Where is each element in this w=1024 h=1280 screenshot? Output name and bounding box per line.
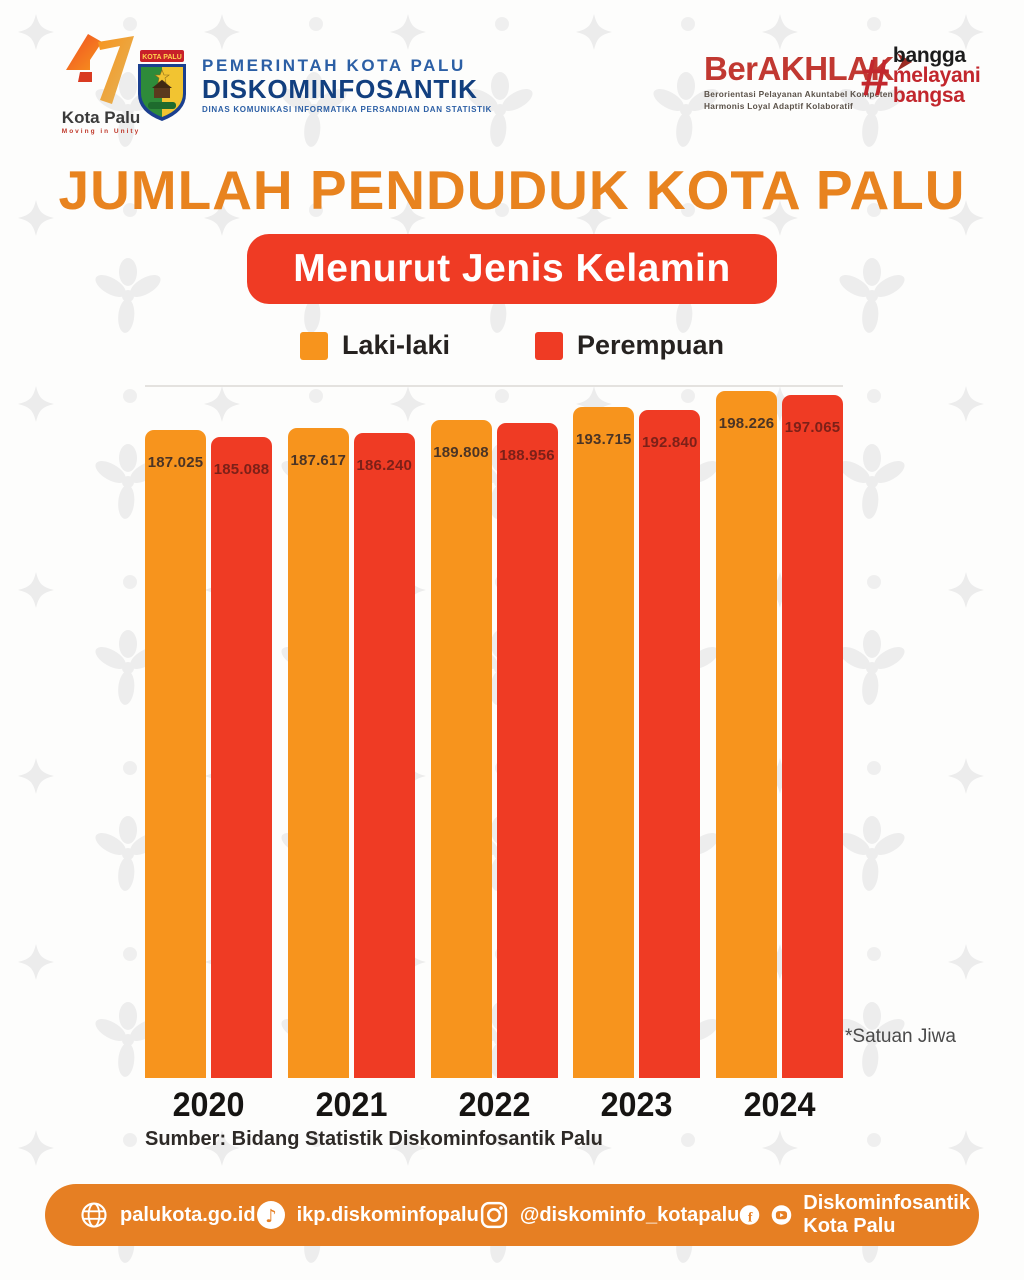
bar-laki-laki-2023: 193.715 [573,407,635,1078]
legend-label-perempuan: Perempuan [577,330,725,360]
social-media-footer-bar: palukota.go.id ♪ ikp.diskominfopalu @dis… [45,1184,979,1246]
footer-item-instagram[interactable]: @diskominfo_kotapalu [479,1200,740,1230]
footer-item-tiktok[interactable]: ♪ ikp.diskominfopalu [256,1200,479,1230]
svg-text:f: f [748,1210,753,1225]
bar-value-label: 198.226 [718,415,775,432]
bar-value-label: 189.808 [433,444,489,461]
bar-value-label: 185.088 [213,461,270,478]
legend-label-laki-laki: Laki-laki [341,330,450,360]
facebook-icon: f [740,1205,760,1225]
footer-instagram-text: @diskominfo_kotapalu [519,1203,740,1226]
footer-item-website[interactable]: palukota.go.id [79,1200,256,1230]
bar-perempuan-2023: 192.840 [639,410,701,1078]
svg-text:KOTA PALU: KOTA PALU [142,54,182,61]
city-logo-name: Kota Palu [61,108,141,127]
bangga-word-1: bangga [892,44,966,67]
svg-text:♪: ♪ [265,1206,277,1227]
city-logo-tagline: Moving in Unity [61,128,141,135]
footer-facebook-youtube-text: Diskominfosantik Kota Palu [803,1192,970,1237]
bar-chart-plot-area: 187.025 185.088 187.617 186.240 189.808 188.9… [145,385,843,1078]
footer-item-facebook-youtube[interactable]: f Diskominfosantik Kota Palu [739,1192,988,1238]
berakhlak-tagline-2: Harmonis Loyal Adaptif Kolaboratif [704,101,854,112]
tiktok-icon: ♪ [256,1201,285,1229]
youtube-icon [771,1205,792,1225]
x-axis-label-2020: 2020 [172,1086,245,1124]
bar-value-label: 187.025 [147,454,204,471]
bar-value-label: 193.715 [575,431,632,448]
bar-laki-laki-2020: 187.025 [145,430,206,1078]
bar-value-label: 197.065 [784,419,841,436]
bangga-word-2: melayani [892,63,981,87]
legend-swatch-perempuan [535,331,563,360]
anniversary-47-icon [66,34,134,104]
kota-palu-47-logo: Kota Palu Moving in Unity [46,30,156,135]
chevron-right-icon [896,53,912,71]
x-axis-label-2021: 2021 [315,1086,388,1124]
bar-group-2024: 198.226 197.065 [716,391,843,1078]
instagram-icon [480,1201,507,1229]
bar-group-2020: 187.025 185.088 [145,430,272,1078]
bar-group-2023: 193.715 192.840 [573,407,701,1078]
bar-perempuan-2022: 188.956 [496,423,558,1078]
bar-laki-laki-2024: 198.226 [716,391,777,1078]
data-source-caption: Sumber: Bidang Statistik Diskominfosanti… [145,1128,603,1150]
bangga-melayani-bangsa-logo: # bangga melayani bangsa [860,44,981,107]
bar-perempuan-2021: 186.240 [353,433,415,1078]
legend-swatch-laki-laki [299,331,328,360]
bar-laki-laki-2021: 187.617 [287,428,349,1078]
agency-header: PEMERINTAH KOTA PALU DISKOMINFOSANTIK DI… [202,56,492,115]
bar-value-label: 187.617 [290,452,347,469]
bar-value-label: 188.956 [499,447,555,464]
berakhlak-wordmark: BerAKHLAK [704,50,894,87]
bar-group-2021: 187.617 186.240 [287,428,415,1078]
berakhlak-tagline-1: Berorientasi Pelayanan Akuntabel Kompete… [704,89,894,99]
kota-palu-emblem: KOTA PALU [133,50,191,129]
agency-government-line: PEMERINTAH KOTA PALU [202,56,466,75]
x-axis-label-2023: 2023 [600,1086,673,1124]
bar-laki-laki-2022: 189.808 [430,420,492,1078]
footer-tiktok-text: ikp.diskominfopalu [296,1203,479,1226]
globe-icon [81,1202,107,1228]
legend-item-laki-laki: Laki-laki [299,330,450,361]
bar-value-label: 186.240 [356,457,413,474]
berakhlak-logo: BerAKHLAK Berorientasi Pelayanan Akuntab… [704,52,914,112]
x-axis-label-2022: 2022 [458,1086,530,1124]
legend-item-perempuan: Perempuan [535,330,724,361]
agency-name: DISKOMINFOSANTIK [202,74,478,105]
bar-perempuan-2024: 197.065 [782,395,843,1078]
footer-website-text: palukota.go.id [120,1203,256,1226]
chart-legend: Laki-laki Perempuan [0,330,1024,361]
x-axis-label-2024: 2024 [743,1086,816,1124]
unit-note: *Satuan Jiwa [845,1026,956,1047]
bar-group-2022: 189.808 188.956 [430,420,558,1078]
page-subtitle-badge: Menurut Jenis Kelamin [247,234,777,304]
hashtag-icon: # [860,48,889,107]
x-axis: 2020 2021 2022 2023 2024 [145,1086,843,1125]
agency-description: DINAS KOMUNIKASI INFORMATIKA PERSANDIAN … [202,105,493,115]
bar-value-label: 192.840 [641,434,698,451]
bangga-word-3: bangsa [892,83,965,107]
bar-perempuan-2020: 185.088 [211,437,272,1078]
page-title: JUMLAH PENDUDUK KOTA PALU [58,159,966,221]
